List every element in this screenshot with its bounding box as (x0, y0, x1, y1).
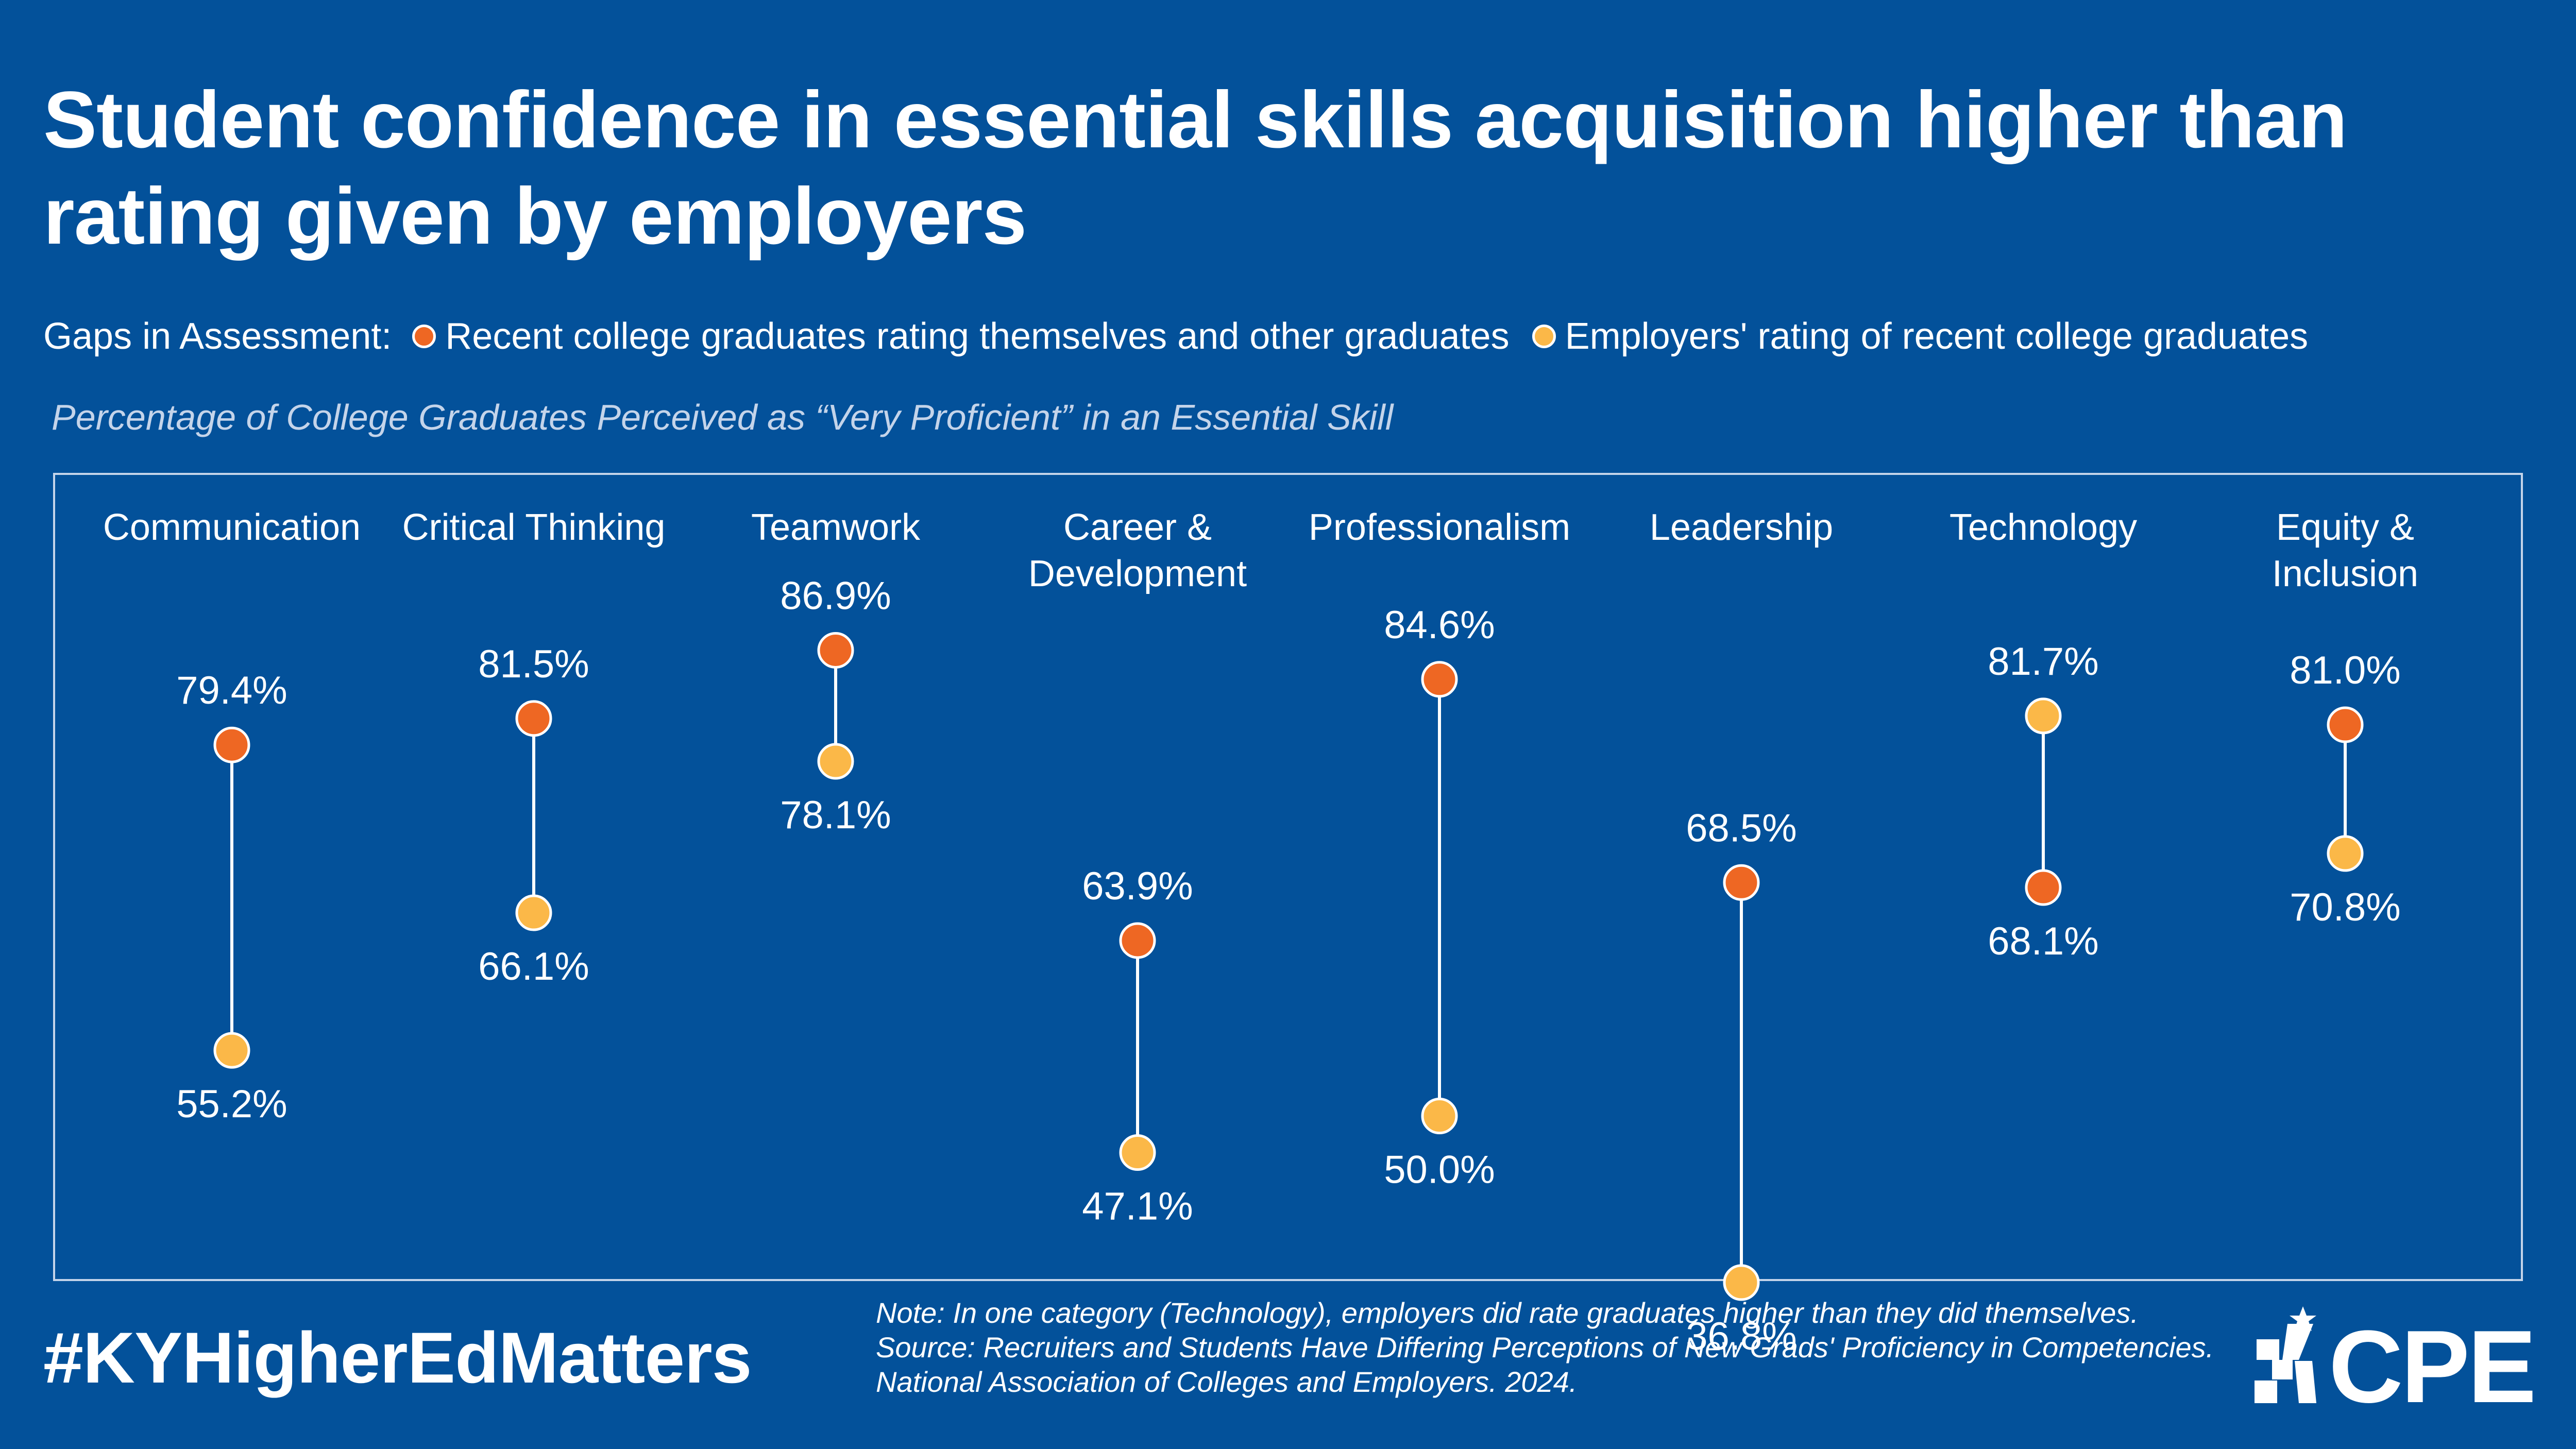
point-employers (2327, 835, 2364, 872)
data-label-high: 63.9% (1082, 864, 1193, 908)
point-students (1723, 864, 1760, 901)
point-students (2025, 869, 2062, 906)
legend-item-students: Recent college graduates rating themselv… (412, 315, 1510, 357)
plot-frame (53, 473, 2523, 1281)
data-label-high: 81.7% (1988, 640, 2099, 684)
data-label-high: 86.9% (780, 574, 891, 618)
category-label: Equity & (2276, 507, 2414, 548)
data-label-high: 79.4% (176, 669, 287, 712)
note-line: Note: In one category (Technology), empl… (876, 1297, 2139, 1329)
legend-swatch-students (412, 325, 436, 348)
point-students (817, 632, 854, 669)
point-employers (213, 1032, 250, 1069)
legend: Gaps in Assessment: Recent college gradu… (43, 315, 2331, 357)
category-label: Leadership (1650, 507, 1833, 548)
data-label-low: 70.8% (2290, 885, 2401, 929)
data-label-low: 47.1% (1082, 1185, 1193, 1229)
category-label: Communication (103, 507, 361, 548)
data-label-low: 66.1% (478, 945, 589, 988)
category-label: Technology (1950, 507, 2137, 548)
source-note: Note: In one category (Technology), empl… (876, 1295, 2267, 1400)
data-label-high: 68.5% (1686, 806, 1797, 850)
data-label-low: 55.2% (176, 1082, 287, 1126)
cpe-logo: CPE (2255, 1306, 2536, 1411)
point-students (213, 726, 250, 763)
legend-item-employers: Employers' rating of recent college grad… (1532, 315, 2309, 357)
point-students (1119, 922, 1156, 959)
logo-figure-icon (2255, 1306, 2316, 1403)
data-label-low: 78.1% (780, 793, 891, 837)
data-label-low: 36.8% (1686, 1315, 1797, 1358)
point-employers (1723, 1264, 1760, 1301)
data-label-low: 50.0% (1384, 1148, 1495, 1192)
category-label: Professionalism (1309, 507, 1570, 548)
note-line: Source: Recruiters and Students Have Dif… (876, 1331, 2214, 1364)
logo-text: CPE (2329, 1309, 2534, 1411)
data-label-high: 81.5% (478, 642, 589, 686)
category-label: Critical Thinking (402, 507, 666, 548)
category-label: Career & (1063, 507, 1212, 548)
legend-swatch-employers (1532, 325, 1556, 348)
chart-title: Student confidence in essential skills a… (43, 75, 2348, 262)
point-employers (1119, 1134, 1156, 1171)
point-students (515, 700, 552, 737)
data-label-high: 81.0% (2290, 649, 2401, 692)
note-line: National Association of Colleges and Emp… (876, 1366, 1578, 1399)
data-label-high: 84.6% (1384, 603, 1495, 647)
category-label: Inclusion (2272, 553, 2418, 594)
legend-label-employers: Employers' rating of recent college grad… (1565, 316, 2309, 357)
legend-title: Gaps in Assessment: (43, 316, 392, 357)
point-students (1421, 661, 1458, 698)
point-employers (817, 743, 854, 780)
legend-label-students: Recent college graduates rating themselv… (445, 316, 1510, 357)
hashtag: #KYHigherEdMatters (43, 1317, 752, 1398)
category-label: Development (1028, 553, 1247, 594)
category-label: Teamwork (751, 507, 921, 548)
point-students (2327, 706, 2364, 743)
point-employers (2025, 697, 2062, 735)
point-employers (515, 894, 552, 931)
data-label-low: 68.1% (1988, 919, 2099, 963)
point-employers (1421, 1098, 1458, 1134)
chart-subtitle: Percentage of College Graduates Perceive… (52, 397, 1394, 437)
